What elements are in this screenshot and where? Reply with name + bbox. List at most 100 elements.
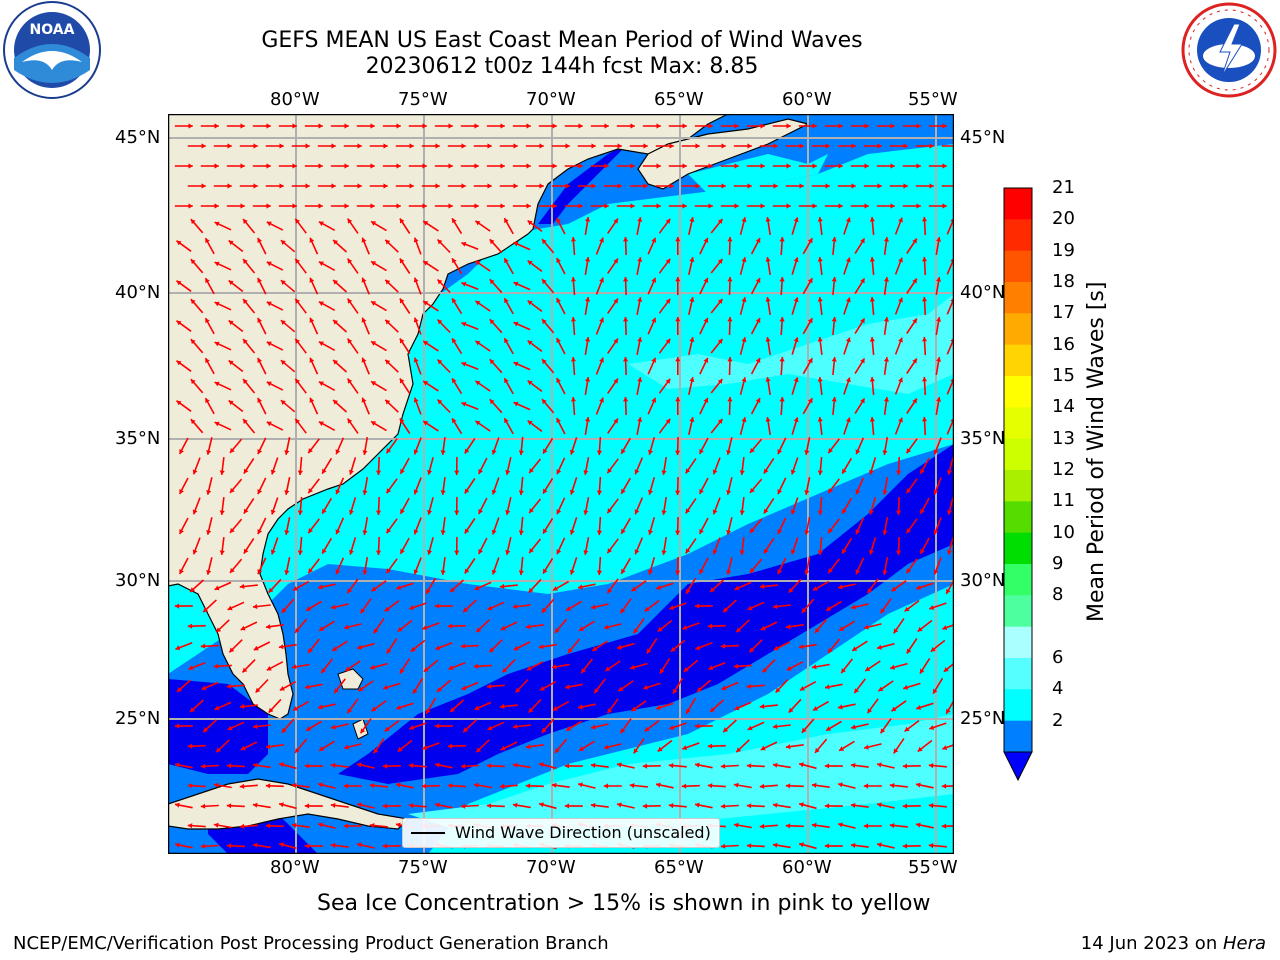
wave-arrow-head <box>750 448 755 453</box>
wave-arrow-head <box>643 143 648 149</box>
wave-arrow-head <box>396 585 402 590</box>
wave-arrow-head <box>799 762 804 768</box>
wave-arrow-head <box>284 450 290 455</box>
wave-arrow-head <box>637 337 643 342</box>
wave-arrow-head <box>793 377 799 383</box>
wave-arrow-head <box>543 488 548 494</box>
wave-arrow-head <box>648 569 653 575</box>
wave-arrow-head <box>505 510 511 515</box>
colorbar-segment <box>1004 532 1032 565</box>
wave-arrow-head <box>852 646 858 651</box>
wave-arrow-head <box>617 644 622 650</box>
wave-arrow-head <box>491 489 497 495</box>
wave-arrow-head <box>371 221 377 226</box>
wave-arrow-head <box>213 782 219 788</box>
wave-arrow-head <box>239 783 245 789</box>
wave-arrow-head <box>739 550 745 555</box>
wave-arrow-head <box>726 570 732 575</box>
wave-arrow-head <box>804 490 810 495</box>
wave-arrow-head <box>633 748 639 754</box>
colorbar-tick-label: 15 <box>1052 365 1075 386</box>
wave-arrow-head <box>487 183 492 189</box>
wave-arrow-head <box>399 218 405 224</box>
wave-arrow-head <box>912 318 917 324</box>
wave-arrow-head <box>883 317 889 322</box>
wave-arrow-head <box>867 588 873 594</box>
wave-arrow-head <box>214 341 220 347</box>
wave-arrow-head <box>634 469 640 475</box>
wave-arrow-head <box>318 221 324 226</box>
wave-arrow-head <box>265 823 271 829</box>
wave-arrow-head <box>703 397 709 403</box>
wave-arrow-head <box>308 528 313 534</box>
wave-arrow-head <box>175 645 181 651</box>
wave-arrow-head <box>284 530 290 535</box>
wave-arrow-head <box>463 727 469 733</box>
wave-arrow-head <box>826 726 832 731</box>
wave-arrow-head <box>219 470 225 475</box>
wave-arrow-head <box>385 239 391 245</box>
wave-arrow-head <box>331 724 336 730</box>
wave-arrow-head <box>922 417 928 422</box>
wave-arrow-head <box>694 603 700 609</box>
wave-arrow-head <box>916 163 921 169</box>
wave-arrow-head <box>777 489 783 495</box>
wave-arrow-head <box>347 298 353 304</box>
wave-arrow-head <box>383 143 388 149</box>
wave-arrow-head <box>192 549 198 555</box>
wave-arrow-head <box>331 183 336 189</box>
lat-label-right-35n: 35°N <box>960 428 1006 449</box>
colorbar-tick-label: 4 <box>1052 678 1064 699</box>
wave-arrow-head <box>370 664 375 670</box>
wave-arrow-head <box>461 183 466 189</box>
wave-arrow-head <box>799 686 805 691</box>
wave-arrow-head <box>461 321 467 327</box>
wave-arrow-head <box>475 300 481 306</box>
wave-arrow-head <box>936 397 942 402</box>
wave-arrow-head <box>397 746 403 752</box>
wave-arrow-head <box>437 279 443 285</box>
wave-arrow-head <box>295 298 300 304</box>
wave-arrow-head <box>682 625 688 630</box>
wave-arrow-head <box>717 299 723 304</box>
wave-arrow-head <box>382 843 388 849</box>
wave-arrow-head <box>759 583 765 589</box>
wave-arrow-head <box>227 725 233 731</box>
wave-arrow-head <box>613 218 618 224</box>
wave-arrow-head <box>590 762 596 768</box>
wave-arrow-head <box>556 549 562 555</box>
wave-arrow-head <box>883 397 889 402</box>
wave-arrow-head <box>903 143 908 149</box>
wave-arrow-head <box>476 747 482 753</box>
wave-arrow-head <box>321 668 326 674</box>
wave-arrow-head <box>564 803 570 809</box>
wave-arrow-head <box>734 203 739 209</box>
colorbar-tick-label: 21 <box>1052 177 1075 198</box>
colorbar-tick-label: 8 <box>1052 584 1064 605</box>
wave-arrow-head <box>898 377 903 383</box>
wave-arrow-head <box>280 400 286 405</box>
wave-arrow-head <box>902 803 908 809</box>
wave-arrow-head <box>906 488 912 494</box>
wave-arrow-head <box>370 123 375 129</box>
lon-label-bottom-80w: 80°W <box>270 857 320 878</box>
wave-arrow-head <box>817 337 823 342</box>
wave-arrow-head <box>599 357 604 363</box>
wave-arrow-head <box>413 569 419 575</box>
wave-arrow-head <box>518 530 524 535</box>
wave-arrow-head <box>362 530 368 535</box>
wave-arrow-head <box>265 783 271 789</box>
wave-arrow-head <box>318 261 324 266</box>
wave-arrow-head <box>518 570 524 575</box>
wave-arrow-head <box>779 397 785 402</box>
wave-arrow-head <box>422 123 427 129</box>
wave-arrow-head <box>295 378 300 384</box>
wave-arrow-head <box>243 379 248 384</box>
wave-arrow-head <box>785 744 791 750</box>
wave-arrow-head <box>607 508 612 514</box>
wave-arrow-head <box>174 723 180 729</box>
wave-arrow-head <box>786 665 792 671</box>
wave-arrow-head <box>656 585 662 590</box>
wave-arrow-head <box>266 381 272 387</box>
wave-arrow-head <box>240 745 246 751</box>
